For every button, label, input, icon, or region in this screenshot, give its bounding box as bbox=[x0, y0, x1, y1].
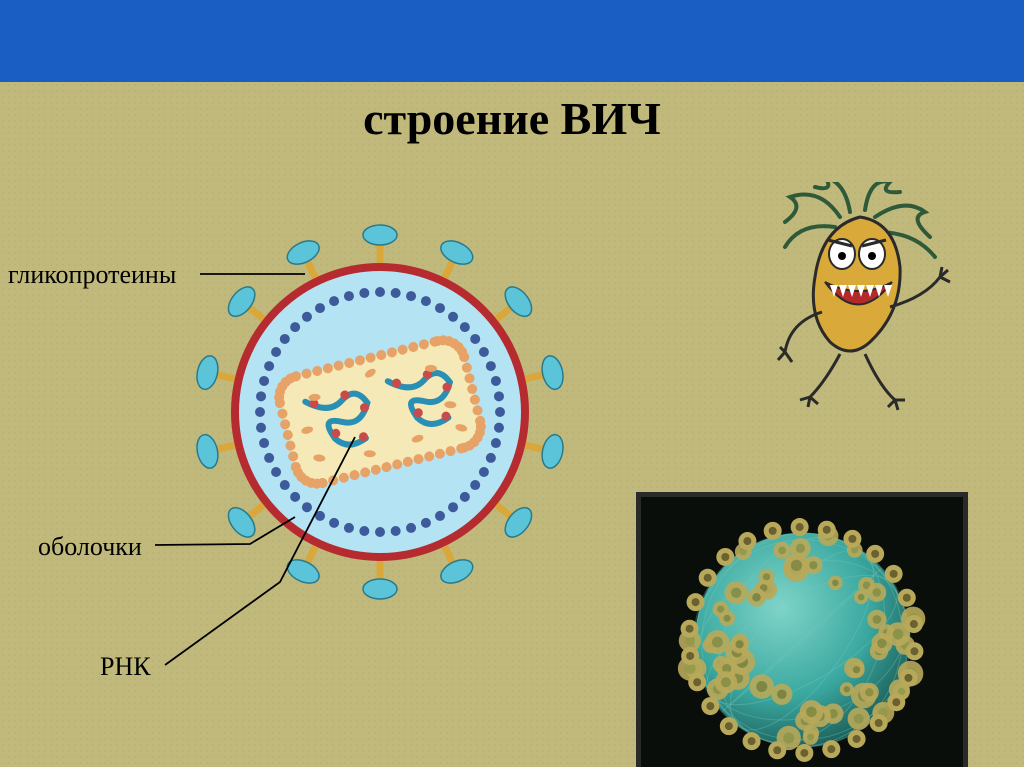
label-rna: РНК bbox=[100, 652, 151, 682]
top-bar bbox=[0, 0, 1024, 82]
virus-photo-svg bbox=[641, 497, 963, 767]
page-root: строение ВИЧ гликопротеины оболочки РНК bbox=[0, 0, 1024, 767]
label-glycoproteins: гликопротеины bbox=[8, 260, 176, 290]
cartoon-monster bbox=[730, 182, 960, 432]
main-area: строение ВИЧ гликопротеины оболочки РНК bbox=[0, 82, 1024, 767]
label-membranes: оболочки bbox=[38, 532, 142, 562]
diagram-title: строение ВИЧ bbox=[363, 92, 661, 145]
virus-photo bbox=[636, 492, 968, 767]
